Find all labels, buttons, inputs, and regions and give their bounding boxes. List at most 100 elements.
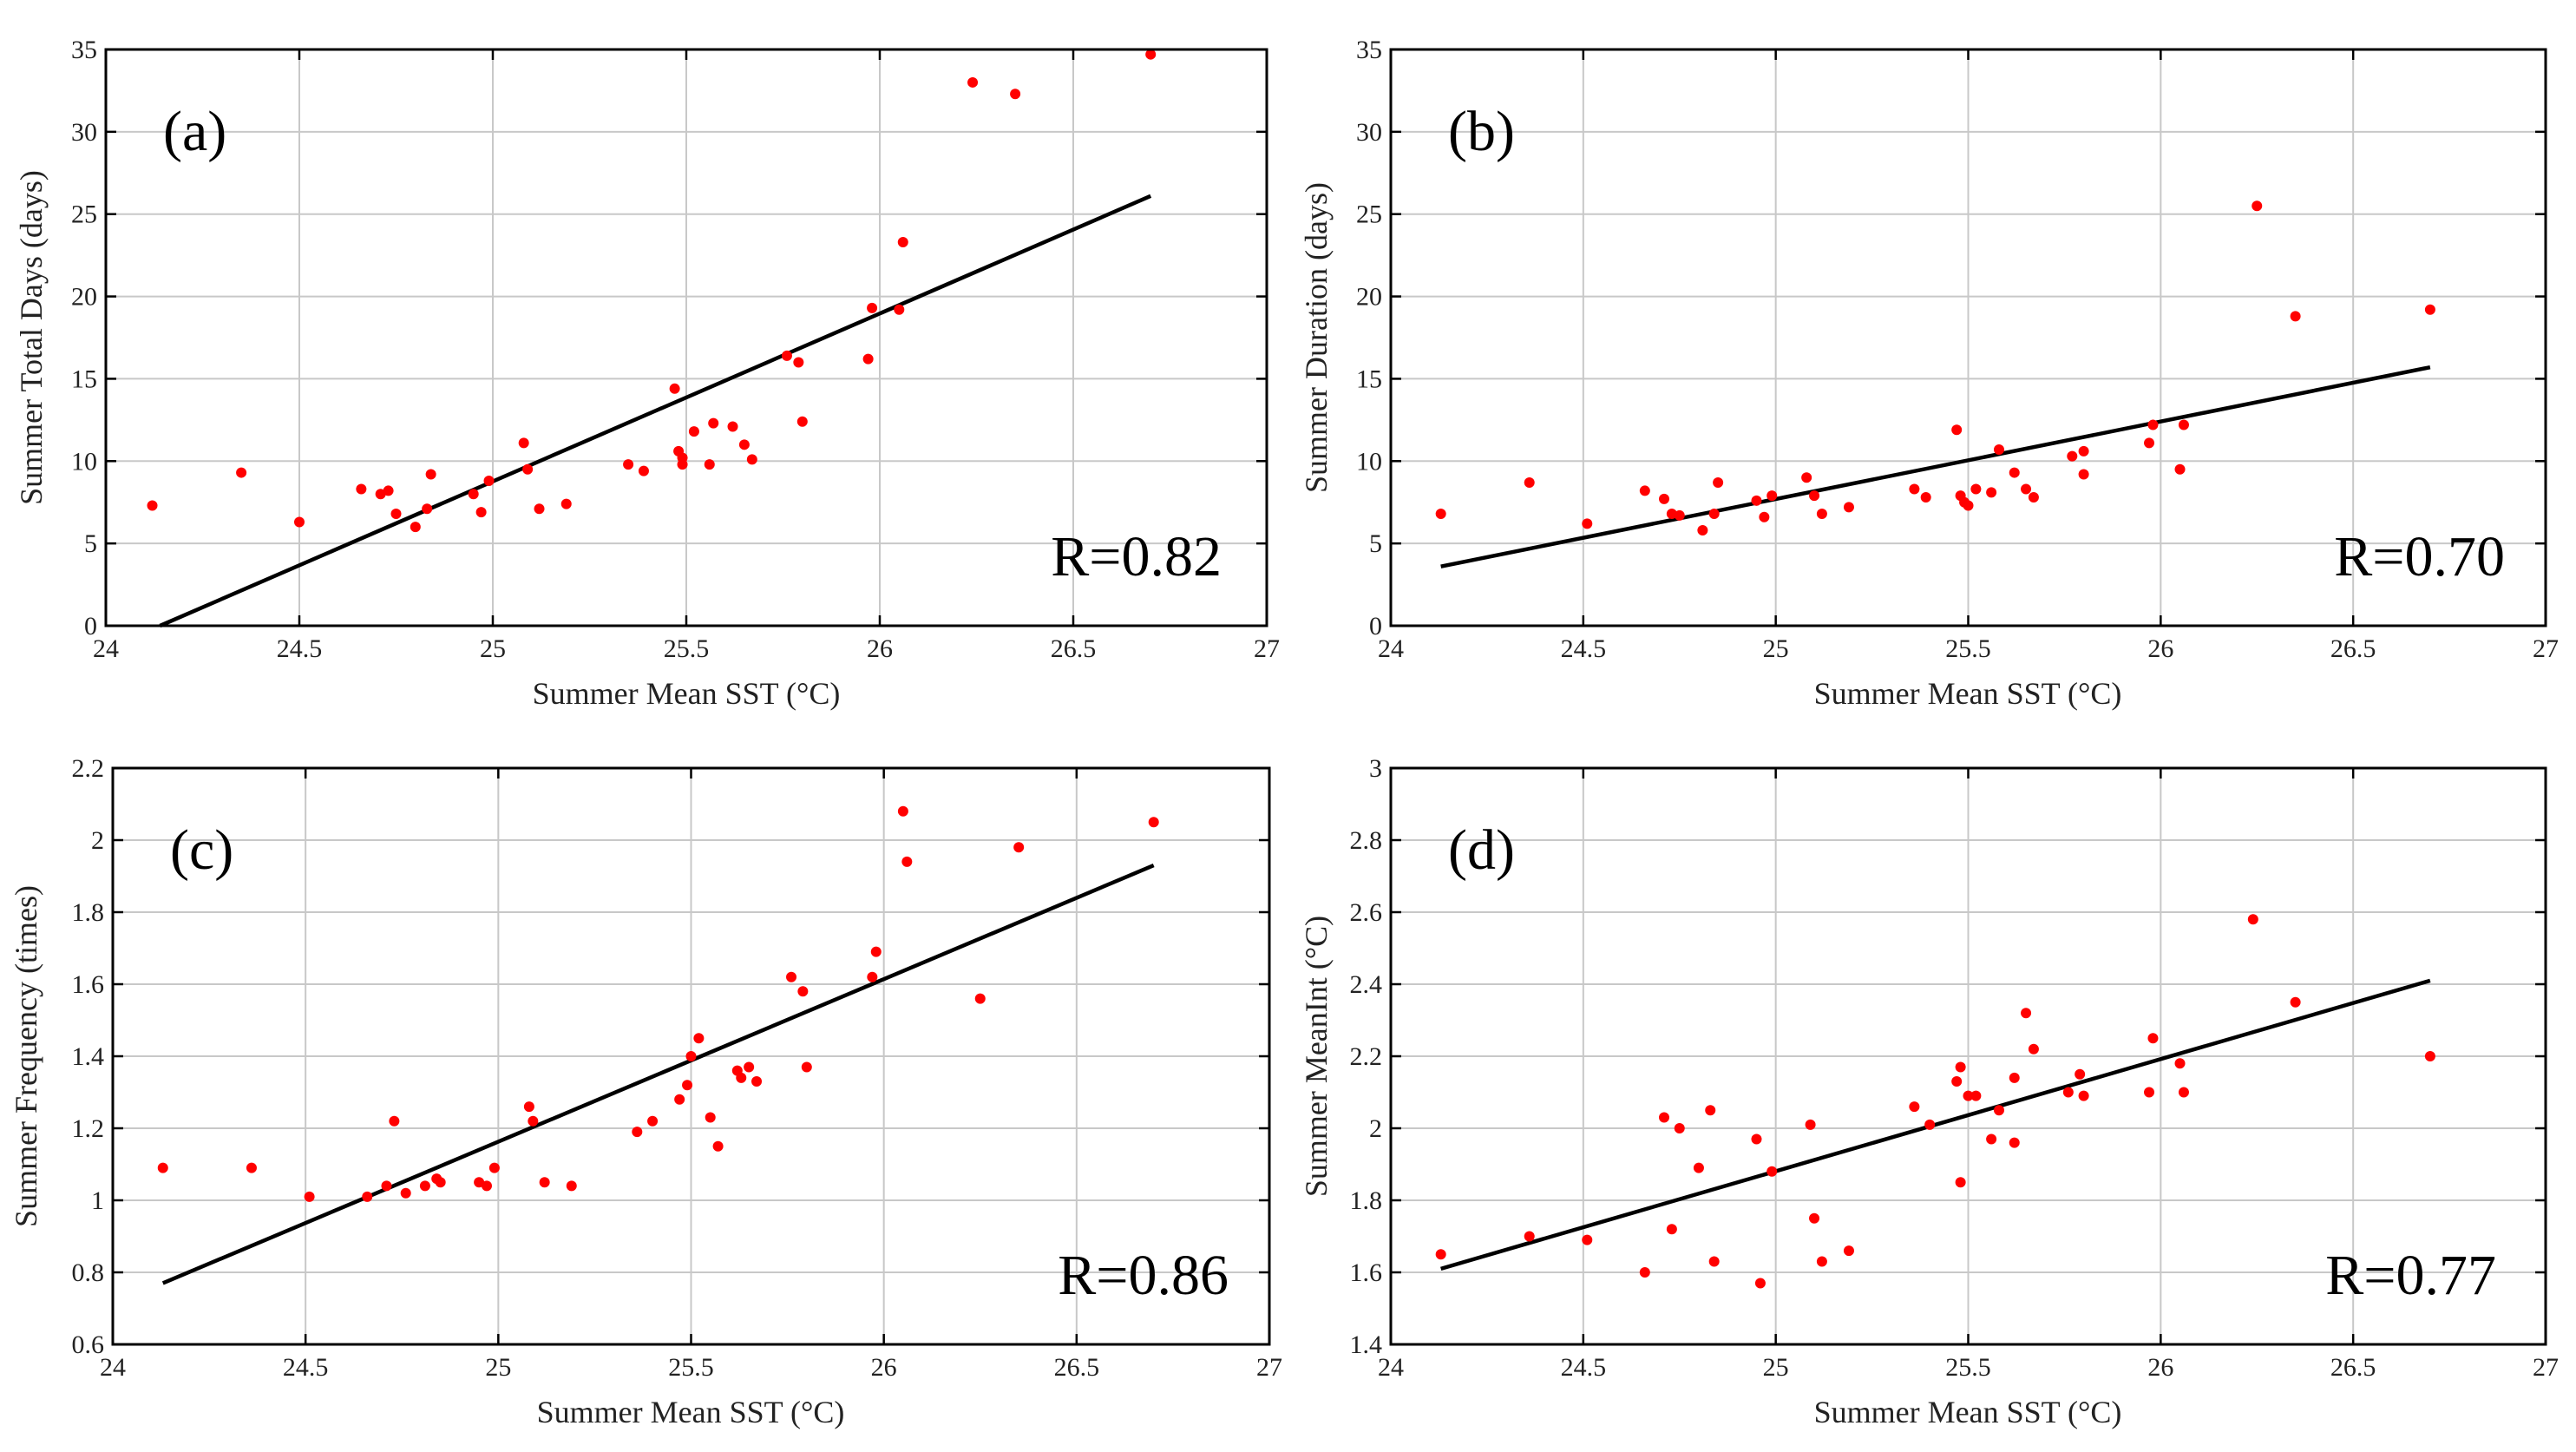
- panel-d-data-point: [2062, 1087, 2074, 1098]
- panel-d-data-point: [1705, 1105, 1716, 1116]
- panel-a-grid: [106, 49, 1267, 626]
- panel-b-data-point: [1708, 508, 1720, 519]
- panel-a-data-point: [793, 357, 804, 368]
- panel-b-data-point: [1697, 524, 1708, 535]
- panel-c-data-point: [157, 1162, 168, 1173]
- panel-c-y-tick-label: 2: [91, 826, 104, 855]
- panel-b-data-point: [1963, 500, 1974, 511]
- panel-a-data-point: [727, 421, 738, 432]
- panel-c-x-tick-label: 27: [1256, 1353, 1282, 1382]
- panel-c-data-point: [974, 993, 986, 1004]
- panel-b-data-point: [2147, 419, 2159, 430]
- panel-d-data-point: [1693, 1162, 1704, 1173]
- panel-a-fit-line: [159, 194, 1152, 628]
- panel-a-y-tick-label: 20: [71, 283, 97, 312]
- panel-a-data-point: [383, 485, 394, 496]
- panel-c-data-point: [523, 1101, 534, 1113]
- panel-a-data-point: [534, 503, 545, 515]
- panel-c-fit-line: [161, 863, 1155, 1285]
- panel-b-data-point: [2009, 467, 2020, 478]
- panel-c-y-tick-label: 1: [91, 1186, 104, 1215]
- panel-a-x-tick-label: 24.5: [277, 634, 323, 663]
- panel-b-y-axis-title: Summer Duration (days): [1299, 182, 1334, 493]
- panel-c-data-point: [435, 1177, 446, 1188]
- panel-b-data-point: [1970, 483, 1982, 495]
- panel-a-data-point: [967, 76, 979, 88]
- panel-a-y-tick-label: 25: [71, 200, 97, 229]
- panel-b-label: (b): [1448, 100, 1515, 163]
- panel-b-data-point: [2424, 304, 2435, 315]
- panel-d-y-tick-label: 1.6: [1350, 1258, 1383, 1287]
- panel-a-data-point: [294, 516, 305, 528]
- panel-a-data-point: [518, 437, 529, 449]
- panel-d-x-tick-label: 25: [1763, 1353, 1789, 1382]
- panel-c-data-point: [482, 1180, 493, 1192]
- panel-d-data-point: [2028, 1043, 2039, 1055]
- panel-d-data-point: [1751, 1133, 1762, 1145]
- panel-a-data-point: [867, 302, 878, 313]
- panel-d-data-point: [1582, 1234, 1593, 1245]
- panel-c-points: [157, 805, 1159, 1202]
- panel-d-data-point: [1435, 1249, 1446, 1260]
- panel-c-data-point: [389, 1115, 400, 1127]
- panel-a-x-axis-title: Summer Mean SST (°C): [533, 676, 841, 711]
- panel-b-data-point: [1713, 476, 1724, 488]
- panel-a-data-point: [688, 426, 699, 437]
- panel-a-x-tick-label: 26.5: [1051, 634, 1097, 663]
- panel-d: 24 24.5 25 25.5 26 26.5 27 1.4 1.6 1.8 2 2.2 2.4 2.6 2…: [1299, 754, 2559, 1429]
- panel-a-data-point: [746, 454, 757, 465]
- panel-d-data-point: [2247, 914, 2258, 925]
- panel-a-data-point: [147, 500, 158, 511]
- panel-b-data-point: [1766, 490, 1778, 502]
- panel-d-data-point: [1674, 1123, 1685, 1133]
- panel-b-data-point: [2078, 445, 2089, 457]
- panel-d-y-tick-label: 2.8: [1350, 826, 1383, 855]
- panel-c-x-tick-label: 25: [485, 1353, 511, 1382]
- panel-b-y-tick-label: 10: [1356, 447, 1382, 476]
- panel-a-y-tick-label: 10: [71, 447, 97, 476]
- panel-d-data-point: [2021, 1008, 2032, 1019]
- panel-c-data-point: [1013, 842, 1025, 853]
- panel-b-y-tick-label: 0: [1369, 612, 1382, 641]
- panel-b-data-point: [1582, 518, 1593, 529]
- panel-b-r-value: R=0.70: [2334, 525, 2505, 588]
- panel-b-data-point: [1801, 472, 1812, 483]
- panel-d-y-axis-title: Summer MeanInt (°C): [1299, 916, 1334, 1197]
- panel-b-data-point: [1674, 509, 1685, 521]
- panel-d-y-tick-label: 2: [1369, 1114, 1382, 1143]
- panel-d-data-point: [1951, 1076, 1963, 1087]
- panel-b-x-tick-label: 24.5: [1561, 634, 1607, 663]
- panel-c-data-point: [528, 1115, 539, 1127]
- panel-d-data-point: [1766, 1166, 1778, 1177]
- panel-c: 24 24.5 25 25.5 26 26.5 27 0.6 0.8 1 1.2 1.4 1.6 1.8 2…: [9, 754, 1282, 1429]
- panel-d-x-tick-label: 26: [2147, 1353, 2173, 1382]
- panel-b-data-point: [1759, 511, 1770, 522]
- panel-d-x-tick-label: 27: [2533, 1353, 2559, 1382]
- panel-d-data-point: [1524, 1231, 1535, 1242]
- panel-d-data-point: [1809, 1212, 1820, 1224]
- panel-c-x-tick-label: 24: [100, 1353, 126, 1382]
- panel-d-data-point: [1909, 1101, 1920, 1113]
- panel-a-x-tick-label: 27: [1254, 634, 1280, 663]
- panel-d-r-value: R=0.77: [2325, 1244, 2496, 1307]
- panel-d-y-tick-label: 1.4: [1350, 1330, 1383, 1359]
- panel-d-y-tick-label: 2.2: [1350, 1042, 1383, 1071]
- panel-a-r-value: R=0.82: [1051, 525, 1222, 588]
- panel-c-data-point: [362, 1191, 373, 1202]
- panel-c-y-tick-label: 1.4: [72, 1042, 105, 1071]
- panel-b-data-point: [1809, 490, 1820, 502]
- panel-d-data-point: [2290, 996, 2301, 1008]
- panel-c-y-tick-label: 2.2: [72, 754, 105, 783]
- panel-a-data-point: [704, 459, 715, 470]
- panel-c-y-tick-label: 1.2: [72, 1114, 105, 1143]
- panel-a-y-tick-label: 15: [71, 365, 97, 393]
- panel-b-y-tick-label: 25: [1356, 200, 1382, 229]
- panel-b-data-point: [1909, 483, 1920, 495]
- panel-c-data-point: [539, 1177, 550, 1188]
- panel-b: 24 24.5 25 25.5 26 26.5 27 0 5 10 15 20 25 30 35 (b) R…: [1299, 36, 2559, 711]
- panel-c-x-tick-label: 24.5: [283, 1353, 329, 1382]
- panel-d-data-point: [1955, 1177, 1966, 1188]
- panel-d-points: [1435, 914, 2435, 1289]
- panel-d-data-point: [1754, 1278, 1766, 1289]
- panel-b-x-tick-label: 25.5: [1945, 634, 1991, 663]
